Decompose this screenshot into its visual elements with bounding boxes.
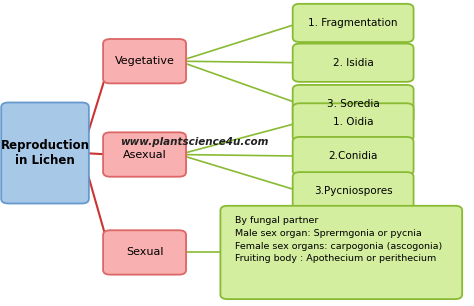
Text: www.plantscience4u.com: www.plantscience4u.com — [120, 137, 269, 147]
Text: 2. Isidia: 2. Isidia — [333, 58, 374, 68]
FancyBboxPatch shape — [292, 43, 413, 82]
FancyBboxPatch shape — [1, 103, 89, 203]
Text: 3. Soredia: 3. Soredia — [327, 99, 380, 109]
FancyBboxPatch shape — [292, 4, 413, 42]
FancyBboxPatch shape — [103, 132, 186, 177]
Text: Reproduction
in Lichen: Reproduction in Lichen — [0, 139, 90, 167]
FancyBboxPatch shape — [292, 172, 413, 211]
FancyBboxPatch shape — [292, 137, 413, 175]
Text: 1. Oidia: 1. Oidia — [333, 118, 374, 127]
FancyBboxPatch shape — [292, 103, 413, 141]
FancyBboxPatch shape — [103, 39, 186, 83]
FancyBboxPatch shape — [103, 230, 186, 275]
Text: By fungal partner
Male sex organ: Sprermgonia or pycnia
Female sex organs: carpo: By fungal partner Male sex organ: Sprerm… — [235, 216, 442, 263]
Text: Sexual: Sexual — [126, 248, 164, 257]
Text: 3.Pycniospores: 3.Pycniospores — [314, 186, 392, 196]
Text: 1. Fragmentation: 1. Fragmentation — [309, 18, 398, 28]
FancyBboxPatch shape — [292, 85, 413, 123]
FancyBboxPatch shape — [220, 206, 462, 299]
Text: Vegetative: Vegetative — [115, 56, 174, 66]
Text: 2.Conidia: 2.Conidia — [328, 151, 378, 161]
Text: Asexual: Asexual — [123, 150, 166, 159]
